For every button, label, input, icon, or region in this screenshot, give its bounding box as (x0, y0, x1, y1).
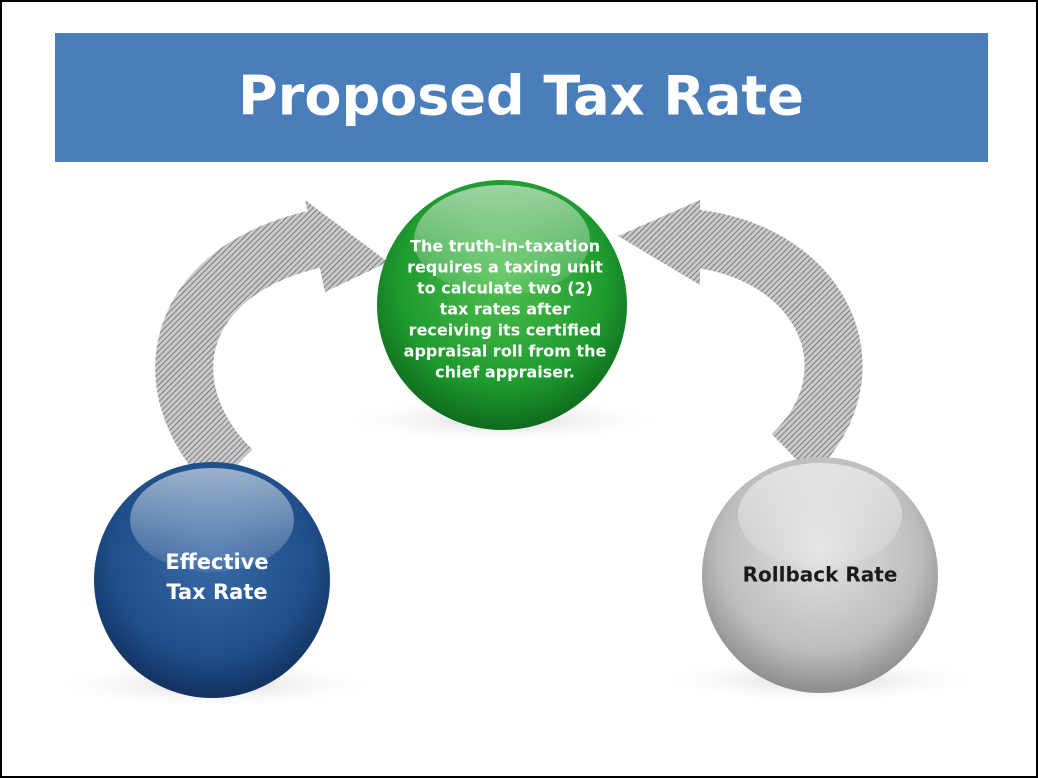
node-text: requires a taxing unit (407, 258, 603, 277)
highlight (738, 463, 902, 567)
node-text: The truth-in-taxation (410, 237, 600, 256)
node-text: to calculate two (2) (417, 279, 593, 298)
node-text: chief appraiser. (435, 363, 575, 382)
node-text: Effective (165, 550, 268, 574)
slide: Proposed Tax Rate The truth-in-taxation r… (0, 0, 1038, 778)
node-text: Rollback Rate (743, 563, 898, 587)
node-text: Tax Rate (166, 580, 267, 604)
node-text: appraisal roll from the (404, 342, 607, 361)
node-text: receiving its certified (409, 321, 602, 340)
title: Proposed Tax Rate (238, 65, 804, 128)
node-text: tax rates after (440, 300, 571, 319)
